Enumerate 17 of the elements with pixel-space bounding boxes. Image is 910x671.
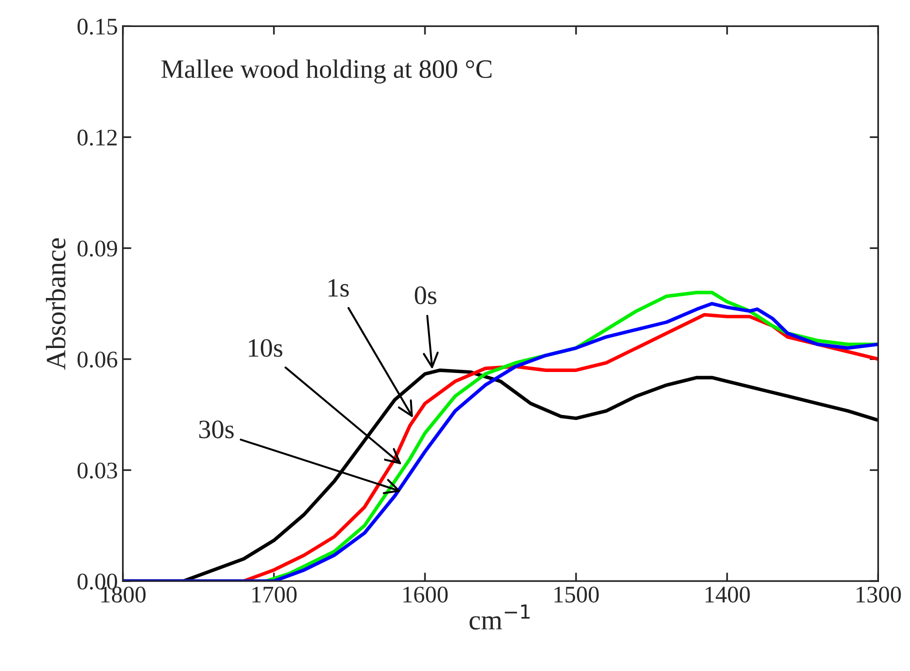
y-tick-label: 0.06 bbox=[78, 352, 118, 368]
x-tick-label: 1500 bbox=[554, 586, 599, 603]
y-axis-title: Absorbance bbox=[46, 238, 66, 370]
y-tick-label: 0.09 bbox=[78, 240, 118, 257]
annotation: 30s bbox=[199, 420, 234, 438]
annotation: 10s bbox=[248, 339, 282, 357]
x-tick-label: 1600 bbox=[403, 586, 448, 603]
x-axis-title: cm$^{−1}$ bbox=[470, 604, 530, 630]
annotation: 1s bbox=[328, 279, 349, 297]
x-tick-label: 1300 bbox=[856, 586, 901, 603]
y-tick-label: 0.12 bbox=[78, 130, 117, 146]
text: Mallee wood holding at 800 °C bbox=[161, 59, 492, 84]
y-tick-label: 0.15 bbox=[78, 18, 118, 35]
x-tick-label: 1700 bbox=[252, 586, 297, 603]
y-tick-label: 0.03 bbox=[78, 462, 118, 479]
annotation: 0s bbox=[414, 286, 436, 304]
x-tick-label: 1400 bbox=[706, 586, 750, 603]
